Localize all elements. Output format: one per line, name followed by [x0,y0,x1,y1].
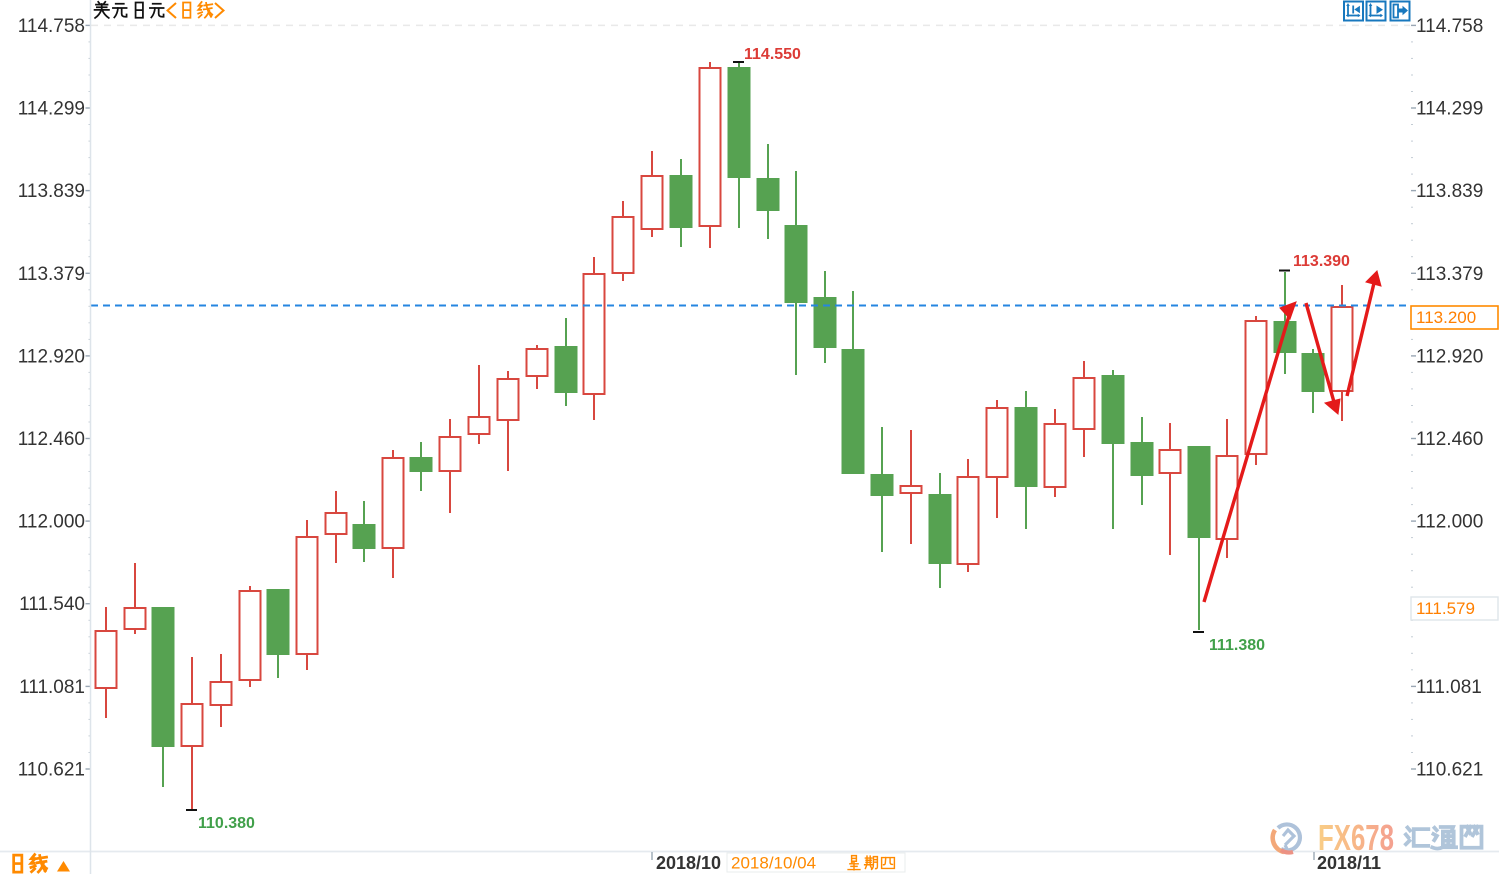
svg-text:110.621: 110.621 [18,760,85,781]
svg-text:2018/10/04: 2018/10/04 [731,854,816,873]
svg-text:FX678: FX678 [1318,817,1394,858]
svg-text:111.579: 111.579 [1416,599,1475,618]
svg-text:114.299: 114.299 [1416,99,1483,120]
svg-text:112.460: 112.460 [1416,429,1483,450]
svg-text:110.380: 110.380 [198,815,255,832]
svg-text:2018/10: 2018/10 [656,853,721,873]
svg-text:112.920: 112.920 [1416,346,1483,367]
svg-text:111.081: 111.081 [1416,677,1482,698]
svg-text:112.460: 112.460 [18,429,85,450]
svg-text:113.379: 113.379 [18,264,85,285]
svg-text:113.200: 113.200 [1416,308,1476,327]
svg-text:114.758: 114.758 [18,16,85,37]
svg-text:112.000: 112.000 [1416,512,1483,533]
svg-text:2018/11: 2018/11 [1317,853,1381,873]
svg-text:114.758: 114.758 [1416,16,1483,37]
svg-text:110.621: 110.621 [1416,760,1483,781]
svg-text:114.299: 114.299 [18,99,85,120]
svg-text:113.839: 113.839 [18,181,85,202]
svg-text:111.540: 111.540 [19,594,85,615]
svg-text:111.380: 111.380 [1209,637,1265,654]
svg-text:113.839: 113.839 [1416,181,1483,202]
svg-text:113.379: 113.379 [1416,264,1483,285]
svg-text:112.920: 112.920 [18,346,85,367]
svg-text:113.390: 113.390 [1293,253,1350,270]
svg-text:114.550: 114.550 [744,46,801,63]
svg-text:112.000: 112.000 [18,512,85,533]
svg-text:111.081: 111.081 [19,677,85,698]
